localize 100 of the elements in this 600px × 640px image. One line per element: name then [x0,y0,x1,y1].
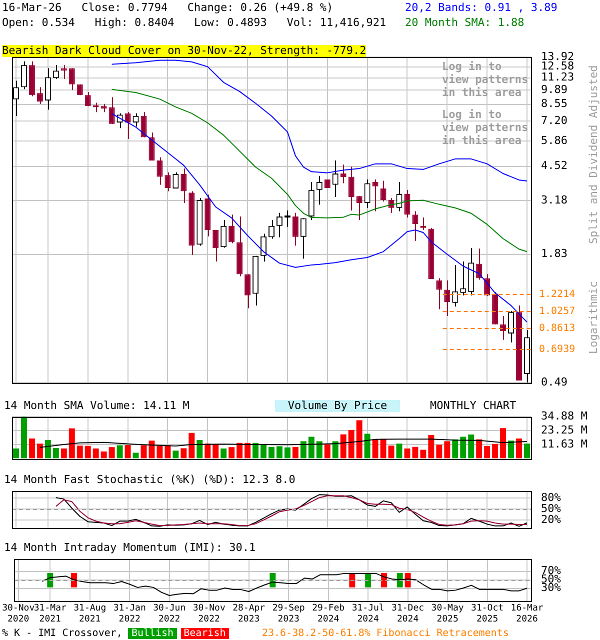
bar [13,448,19,458]
bar [108,447,115,458]
text: 20 Month SMA: 1.88 [405,16,524,29]
candlestick [340,164,346,184]
candlestick [404,189,410,218]
bar [276,446,282,458]
candlestick [60,64,67,80]
candlestick [124,112,131,140]
candlestick [412,210,418,242]
bar [332,441,338,458]
text: Bullish [128,628,177,639]
text: 23.6-38.2-50-61.8% Fibonacci Retracements [262,628,509,640]
y-tick-label: 0.49 [541,375,568,388]
text: Bearish [180,628,229,639]
bar [212,444,219,458]
bar [84,446,91,458]
bar [68,428,75,458]
bar [180,448,187,458]
candlestick [156,156,163,186]
bar [444,441,450,458]
bar [388,446,394,458]
candlestick [20,60,27,90]
candlestick [372,178,378,212]
y-tick-label: 9.89 [541,83,568,96]
bar [148,440,155,458]
text: Open: 0.534 High: 0.8404 Low: 0.4893 Vol: 11,416,921 [2,16,386,29]
bar [380,439,386,458]
bar [236,442,243,458]
bar [356,420,362,458]
bar [260,444,267,458]
x-tick-label: 30-Nov 2020 [2,604,35,625]
candlestick [148,132,155,162]
y-tick-label: 5.86 [541,134,568,147]
y-tick-label: 20% [541,512,562,526]
bar [412,446,418,458]
x-tick-label: 28-Apr 2023 [232,604,266,625]
candlestick [212,229,219,262]
candlestick [316,175,322,206]
bar [468,434,474,458]
y-tick-label: 4.52 [541,159,568,172]
candlestick [300,218,306,260]
bar [164,445,171,458]
bar [268,446,274,458]
bar [292,446,298,458]
text: 20,2 Bands: 0.91 , 3.89 [405,1,558,14]
y-tick-label: 23.25 M [541,423,588,436]
candlestick [284,210,290,228]
bar [484,446,490,458]
candlestick [260,233,267,262]
x-tick-label: 29-Feb 2024 [312,604,345,625]
bar [28,438,35,458]
x-tick-label: 31-Dec 2024 [392,604,424,625]
bar [316,441,322,458]
bar [396,444,402,458]
candlestick [84,92,91,107]
chart-title: 14 Month Fast Stochastic (%K) (%D): 12.3 8.0 [4,473,296,486]
y-tick-label: 80% [541,490,562,504]
x-tick-label: 30-Nov 2022 [192,604,226,625]
bar [20,416,27,458]
bar [452,439,458,458]
annotation: Bearish Dark Cloud Cover on 30-Nov-22, Strength: -779.2 [2,44,366,57]
bar [124,444,131,458]
candlestick [348,166,354,212]
ref-line-label: 1.2214 [539,289,576,300]
candlestick [436,278,442,310]
candlestick [244,274,251,309]
candlestick [172,172,179,189]
x-tick-label: 29-Sep 2023 [272,604,305,625]
bar [244,442,251,458]
text: 16-Mar-26 Close: 0.7794 Change: 0.26 (+49.8 %) [2,1,334,14]
bar [436,444,442,458]
y-tick-label: 34.88 M [541,409,588,422]
ref-line-label: 1.0257 [539,306,576,318]
candlestick [356,196,362,221]
x-tick-label: 31-Oct 2025 [471,604,504,625]
chart-title: 14 Month Intraday Momentum (IMI): 30.1 [4,541,256,554]
annotation: Log in to view patterns in this area [442,108,530,147]
candlestick [332,160,338,198]
y-tick-label: 8.55 [541,97,568,110]
bar [372,439,378,458]
candlestick [452,264,458,307]
bar [524,444,530,458]
candlestick [364,178,370,208]
x-tick-label: 31-Jul 2024 [352,604,384,625]
bar [188,432,195,458]
bar [348,430,354,458]
y-tick-label: 11.63 M [541,437,588,450]
bar [76,446,83,458]
bar [52,448,59,458]
bar [340,434,346,458]
y-tick-label: 3.18 [541,193,568,206]
ref-line-label: 0.6939 [539,344,576,356]
bar [476,439,482,458]
candlestick [444,280,450,317]
bar [252,442,259,458]
bar [172,450,179,458]
text: Volume By Price [275,399,400,412]
bar [60,448,67,458]
text: MONTHLY CHART [430,399,516,412]
bar [324,444,330,458]
